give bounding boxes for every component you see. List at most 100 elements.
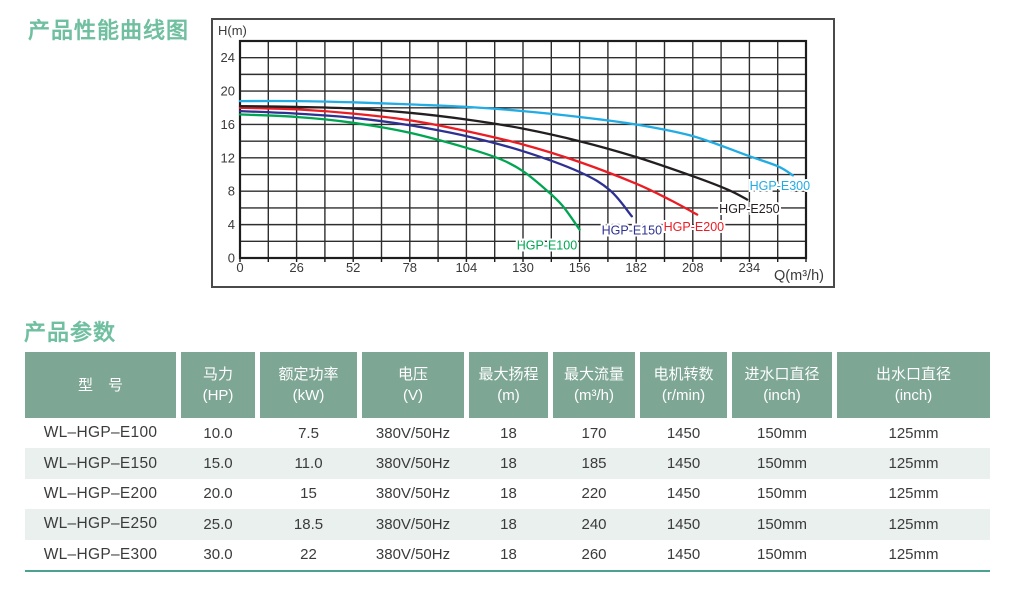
value-cell: 10.0 bbox=[203, 424, 233, 442]
value-cell: 18 bbox=[500, 515, 517, 533]
x-axis-title: Q(m³/h) bbox=[774, 268, 824, 284]
value-cell: 30.0 bbox=[203, 546, 233, 564]
value-cell: 125mm bbox=[888, 515, 939, 533]
curve-HGP-E200 bbox=[238, 106, 699, 216]
chart-section-title: 产品性能曲线图 bbox=[28, 18, 190, 43]
performance-chart-svg: H(m) 0 26 52 78 104 130 156 182 208 234 Q(m³/h) 0 4 8 1… bbox=[211, 18, 835, 288]
table-bottom-rule bbox=[25, 569, 990, 572]
y-tick-label: 20 bbox=[221, 84, 235, 99]
value-cell: 220 bbox=[581, 485, 607, 503]
curve-label-HGP-E250: HGP-E250 bbox=[719, 202, 779, 216]
parameters-table: 型 号马力 (HP) 额定功率 (kW) 电压 (V) 最大扬程 (m) 最大流量 (m³/h) 电… bbox=[25, 352, 990, 572]
y-axis-title: H(m) bbox=[218, 23, 247, 38]
y-tick-label: 0 bbox=[228, 251, 235, 266]
column-header: 最大扬程 (m) bbox=[469, 352, 548, 418]
value-cell: 125mm bbox=[888, 485, 939, 503]
value-cell: 380V/50Hz bbox=[375, 424, 451, 442]
curve-label-HGP-E150: HGP-E150 bbox=[602, 223, 662, 237]
value-cell: 18 bbox=[500, 485, 517, 503]
value-cell: 170 bbox=[581, 424, 607, 442]
column-header: 额定功率 (kW) bbox=[260, 352, 357, 418]
value-cell: 15.0 bbox=[203, 455, 233, 473]
value-cell: 18 bbox=[500, 546, 517, 564]
model-cell: WL–HGP–E100 bbox=[43, 424, 158, 442]
table-header-row: 型 号马力 (HP) 额定功率 (kW) 电压 (V) 最大扬程 (m) 最大流量 (m³/h) 电… bbox=[25, 352, 990, 418]
x-tick-label: 104 bbox=[456, 260, 478, 275]
column-header: 进水口直径 (inch) bbox=[732, 352, 832, 418]
table-row: WL–HGP–E300 30.0 22 380V/50Hz 18 260 1450 150mm… bbox=[25, 539, 990, 570]
value-cell: 1450 bbox=[666, 424, 701, 442]
value-cell: 25.0 bbox=[203, 515, 233, 533]
value-cell: 1450 bbox=[666, 515, 701, 533]
table-row: WL–HGP–E250 25.0 18.5 380V/50Hz 18 240 1450 150… bbox=[25, 509, 990, 540]
value-cell: 18 bbox=[500, 424, 517, 442]
curve-HGP-E100 bbox=[238, 113, 581, 231]
x-tick-label: 156 bbox=[569, 260, 591, 275]
table-section-title: 产品参数 bbox=[24, 320, 117, 345]
curve-label-HGP-E100: HGP-E100 bbox=[517, 238, 577, 252]
x-tick-label: 130 bbox=[512, 260, 534, 275]
value-cell: 11.0 bbox=[294, 455, 323, 473]
value-cell: 20.0 bbox=[203, 485, 233, 503]
value-cell: 150mm bbox=[756, 424, 808, 442]
x-tick-label: 78 bbox=[403, 260, 417, 275]
performance-chart: H(m) 0 26 52 78 104 130 156 182 208 234 Q(m³/h) 0 4 8 1… bbox=[211, 18, 835, 288]
value-cell: 150mm bbox=[756, 515, 808, 533]
column-header: 电压 (V) bbox=[362, 352, 464, 418]
value-cell: 380V/50Hz bbox=[375, 485, 451, 503]
value-cell: 1450 bbox=[666, 546, 701, 564]
value-cell: 150mm bbox=[756, 455, 808, 473]
value-cell: 18 bbox=[500, 455, 517, 473]
y-tick-label: 16 bbox=[221, 117, 235, 132]
x-tick-label: 0 bbox=[236, 260, 243, 275]
value-cell: 125mm bbox=[888, 455, 939, 473]
model-cell: WL–HGP–E300 bbox=[43, 545, 158, 563]
value-cell: 260 bbox=[581, 546, 607, 564]
curve-HGP-E150 bbox=[238, 109, 633, 218]
value-cell: 150mm bbox=[756, 546, 808, 564]
value-cell: 7.5 bbox=[298, 424, 319, 442]
value-cell: 150mm bbox=[756, 485, 808, 503]
column-header: 电机转数 (r/min) bbox=[640, 352, 727, 418]
curve-label-HGP-E200: HGP-E200 bbox=[664, 220, 724, 234]
value-cell: 240 bbox=[581, 515, 607, 533]
value-cell: 380V/50Hz bbox=[375, 515, 451, 533]
y-tick-label: 12 bbox=[221, 150, 235, 165]
value-cell: 18.5 bbox=[293, 515, 324, 533]
value-cell: 22 bbox=[300, 546, 317, 564]
y-tick-label: 24 bbox=[221, 50, 235, 65]
x-tick-label: 234 bbox=[739, 260, 761, 275]
y-axis-tick-labels: 0 4 8 12 16 20 24 bbox=[221, 50, 235, 265]
x-axis-ticks bbox=[239, 258, 807, 262]
value-cell: 125mm bbox=[888, 424, 939, 442]
curve-HGP-E250 bbox=[238, 104, 749, 201]
model-cell: WL–HGP–E200 bbox=[43, 484, 158, 502]
value-cell: 380V/50Hz bbox=[375, 455, 451, 473]
value-cell: 1450 bbox=[666, 455, 701, 473]
column-header: 马力 (HP) bbox=[181, 352, 255, 418]
column-header: 最大流量 (m³/h) bbox=[553, 352, 635, 418]
curve-label-HGP-E300: HGP-E300 bbox=[750, 179, 810, 193]
value-cell: 125mm bbox=[888, 546, 939, 564]
table-row: WL–HGP–E150 15.0 11.0 380V/50Hz 18 185 1450 150… bbox=[25, 448, 990, 479]
table-body: WL–HGP–E100 10.0 7.5 380V/50Hz 18 170 1450 150m… bbox=[25, 418, 990, 570]
table-row: WL–HGP–E100 10.0 7.5 380V/50Hz 18 170 1450 150m… bbox=[25, 418, 990, 449]
value-cell: 15 bbox=[300, 485, 317, 503]
chart-outer-frame bbox=[211, 18, 835, 288]
value-cell: 1450 bbox=[666, 485, 701, 503]
model-cell: WL–HGP–E250 bbox=[43, 515, 158, 533]
column-header: 型 号 bbox=[25, 352, 176, 418]
x-tick-label: 52 bbox=[346, 260, 360, 275]
x-tick-label: 208 bbox=[682, 260, 704, 275]
value-cell: 380V/50Hz bbox=[375, 546, 451, 564]
value-cell: 185 bbox=[581, 455, 607, 473]
y-tick-label: 4 bbox=[228, 217, 235, 232]
y-tick-label: 8 bbox=[228, 184, 235, 199]
x-tick-label: 182 bbox=[625, 260, 647, 275]
curve-HGP-E300 bbox=[238, 99, 795, 177]
table-row: WL–HGP–E200 20.0 15 380V/50Hz 18 220 1450 150mm… bbox=[25, 478, 990, 510]
column-header: 出水口直径 (inch) bbox=[837, 352, 990, 418]
model-cell: WL–HGP–E150 bbox=[43, 454, 158, 472]
x-tick-label: 26 bbox=[289, 260, 303, 275]
